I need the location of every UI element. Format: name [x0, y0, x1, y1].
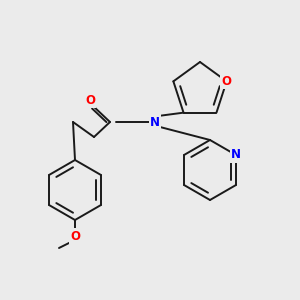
Text: N: N	[150, 116, 160, 128]
Text: O: O	[85, 94, 95, 106]
Text: O: O	[70, 230, 80, 242]
Text: N: N	[231, 148, 241, 161]
Text: O: O	[222, 75, 232, 88]
